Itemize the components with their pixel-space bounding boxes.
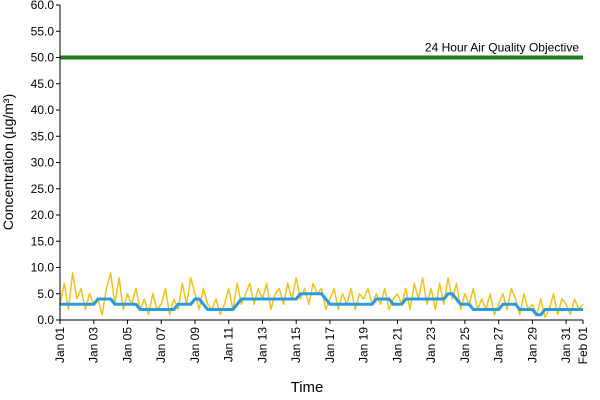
y-axis-title: Concentration (µg/m³) xyxy=(0,94,16,230)
x-tick-label: Jan 31 xyxy=(559,327,573,363)
y-tick-label: 45.0 xyxy=(31,77,55,91)
x-tick-label: Jan 15 xyxy=(289,327,303,363)
x-tick-label: Jan 07 xyxy=(154,327,168,363)
x-tick-label: Jan 11 xyxy=(222,327,236,362)
y-tick-label: 20.0 xyxy=(31,208,55,222)
y-tick-label: 30.0 xyxy=(31,156,55,170)
y-tick-label: 5.0 xyxy=(37,287,54,301)
x-tick-label: Jan 17 xyxy=(323,327,337,363)
x-tick-label: Jan 05 xyxy=(120,327,134,363)
x-tick-label: Jan 09 xyxy=(188,327,202,363)
y-tick-label: 35.0 xyxy=(31,129,55,143)
y-tick-label: 15.0 xyxy=(31,234,55,248)
x-tick-label: Jan 19 xyxy=(357,327,371,363)
y-tick-label: 55.0 xyxy=(31,24,55,38)
x-tick-label: Feb 01 xyxy=(576,327,590,365)
series-line xyxy=(60,292,583,317)
y-tick-label: 60.0 xyxy=(31,0,55,12)
y-tick-label: 25.0 xyxy=(31,182,55,196)
x-tick-label: Jan 13 xyxy=(255,327,269,363)
x-tick-label: Jan 25 xyxy=(458,327,472,363)
x-tick-label: Jan 27 xyxy=(492,327,506,363)
x-tick-label: Jan 03 xyxy=(87,327,101,363)
x-tick-label: Jan 21 xyxy=(390,327,404,363)
x-axis-title: Time xyxy=(291,379,324,396)
x-tick-label: Jan 01 xyxy=(53,327,67,363)
y-tick-label: 50.0 xyxy=(31,51,55,65)
objective-label: 24 Hour Air Quality Objective xyxy=(425,41,579,55)
x-tick-label: Jan 23 xyxy=(424,327,438,363)
y-tick-label: 10.0 xyxy=(31,261,55,275)
y-tick-label: 40.0 xyxy=(31,103,55,117)
y-tick-label: 0.0 xyxy=(37,313,54,327)
x-tick-label: Jan 29 xyxy=(525,327,539,363)
